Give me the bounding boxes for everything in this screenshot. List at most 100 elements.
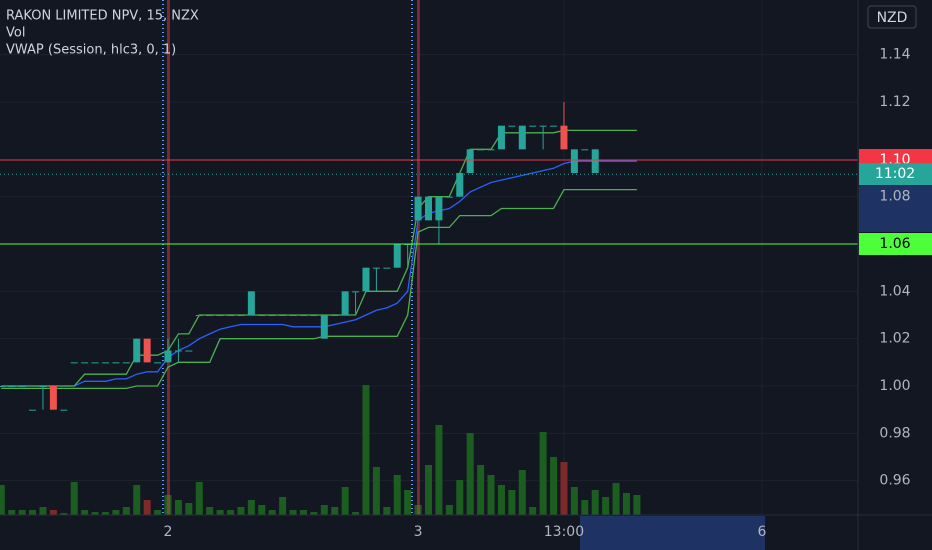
plot xyxy=(0,102,858,411)
candle-body xyxy=(81,362,89,364)
volume-pane xyxy=(0,385,641,515)
volume-bar xyxy=(393,475,401,515)
candle-body xyxy=(560,125,568,150)
y-tick-label: 1.04 xyxy=(879,283,910,299)
candle-body xyxy=(435,196,443,221)
volume-bar xyxy=(320,505,328,515)
volume-bar xyxy=(70,482,78,515)
session-marker xyxy=(417,0,420,515)
candle-body xyxy=(456,173,464,197)
candle-body xyxy=(8,386,16,388)
candle-body xyxy=(164,350,172,363)
volume-bar xyxy=(39,507,47,515)
candle-body xyxy=(393,244,401,268)
candle-body xyxy=(425,196,432,221)
candle-body xyxy=(268,315,276,317)
vwap-line xyxy=(1,160,637,387)
candle-body xyxy=(414,196,422,221)
candle-body xyxy=(477,149,485,151)
volume-bar xyxy=(299,510,307,515)
candle-body xyxy=(550,125,558,127)
currency[interactable]: NZD xyxy=(877,10,908,26)
candle-body xyxy=(352,291,360,293)
candle-body xyxy=(101,362,109,364)
volume-bar xyxy=(227,510,235,515)
volume-bar xyxy=(497,485,505,515)
volume-bar xyxy=(352,512,360,515)
volume-bar xyxy=(341,487,349,515)
volume-bar xyxy=(633,495,641,515)
volume-bar xyxy=(591,490,599,515)
candle-body xyxy=(445,196,453,198)
volume-bar xyxy=(581,500,589,515)
candle-body xyxy=(227,315,235,317)
volume-bar xyxy=(164,495,172,515)
volume-bar xyxy=(372,467,380,515)
volume-bar xyxy=(206,507,214,515)
volume-bar xyxy=(18,510,26,515)
candle-body xyxy=(195,315,203,317)
candle-body xyxy=(289,315,297,317)
price-range-highlight xyxy=(859,186,932,232)
vwap-line xyxy=(1,188,637,390)
volume-bar xyxy=(174,500,182,515)
y-tick-label: 1.12 xyxy=(879,94,910,110)
vwap-line xyxy=(1,129,637,387)
candle-body xyxy=(18,386,26,388)
volume-bar xyxy=(0,485,5,515)
price-label-box xyxy=(859,163,932,186)
currency-button[interactable] xyxy=(867,5,917,29)
candle-body xyxy=(60,409,68,411)
volume-bar xyxy=(29,510,37,515)
y-tick-label: 0.96 xyxy=(879,473,910,489)
volume-bar xyxy=(539,432,547,515)
candle-body xyxy=(341,291,349,316)
volume-bar xyxy=(247,500,255,515)
candle-body xyxy=(362,267,370,292)
candle-body xyxy=(206,315,214,317)
volume-bar xyxy=(91,512,99,515)
volume-bar xyxy=(268,510,276,515)
volume-bar xyxy=(612,483,620,515)
price-label: 1.06 xyxy=(879,236,910,252)
volume-bar xyxy=(101,512,109,515)
volume-bar xyxy=(487,475,495,515)
x-tick-label: 3 xyxy=(414,524,423,540)
volume-bar xyxy=(466,433,474,515)
candle-body xyxy=(247,291,255,316)
candle-body xyxy=(91,362,99,364)
candle-body xyxy=(49,386,57,410)
y-tick-label: 1.00 xyxy=(879,378,910,394)
volume-bar xyxy=(529,507,537,515)
x-tick-label: 6 xyxy=(757,524,766,540)
candle-body xyxy=(0,386,5,388)
candle-body xyxy=(508,125,516,127)
candle-body xyxy=(237,315,245,317)
volume-bar xyxy=(258,505,266,515)
price-label-box xyxy=(859,233,932,256)
candle-body xyxy=(258,315,266,317)
candle-body xyxy=(487,149,495,151)
volume-bar xyxy=(49,510,57,515)
volume-bar xyxy=(362,385,370,515)
candle-body xyxy=(29,409,37,411)
candle-body xyxy=(310,315,318,317)
volume-bar xyxy=(477,465,485,515)
volume-bar xyxy=(8,510,16,515)
volume-bar xyxy=(414,505,422,515)
volume-bar xyxy=(185,503,193,515)
x-tick-label: 2 xyxy=(164,524,173,540)
candle-body xyxy=(70,362,78,364)
volume-bar xyxy=(435,425,443,515)
candle-body xyxy=(174,350,182,352)
volume-bar xyxy=(622,493,630,515)
candle-body xyxy=(133,338,141,363)
volume-bar xyxy=(112,510,120,515)
candle-body xyxy=(570,149,578,174)
candle-body xyxy=(320,315,328,339)
indicator-label: VWAP (Session, hlc3, 0, 1) xyxy=(6,43,176,58)
volume-bar xyxy=(237,507,245,515)
volume-bar xyxy=(550,457,558,515)
candle-body xyxy=(331,315,339,317)
